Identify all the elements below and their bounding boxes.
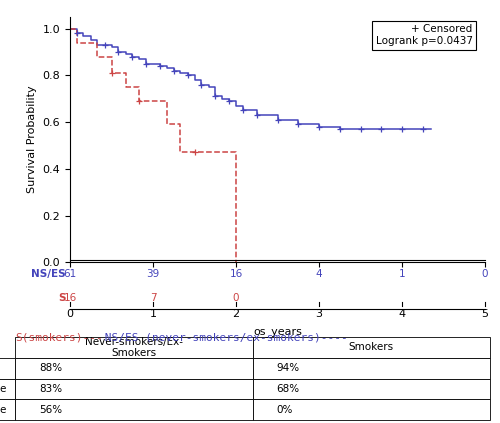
Point xyxy=(108,70,116,77)
Point xyxy=(72,30,80,37)
Text: 2: 2 xyxy=(232,309,239,319)
Text: 0: 0 xyxy=(233,293,239,303)
Y-axis label: Survival Probability: Survival Probability xyxy=(27,86,37,193)
Text: 61: 61 xyxy=(64,269,76,279)
Text: 1: 1 xyxy=(398,269,406,279)
Point xyxy=(197,81,205,88)
Point xyxy=(274,116,281,123)
Point xyxy=(135,98,143,104)
Text: 1: 1 xyxy=(150,309,156,319)
Text: 7: 7 xyxy=(150,293,156,303)
Text: 16: 16 xyxy=(230,269,242,279)
Point xyxy=(128,53,136,60)
Point xyxy=(156,63,164,69)
Text: NS/ES: NS/ES xyxy=(31,269,66,279)
Point xyxy=(101,41,109,48)
Point xyxy=(238,107,246,114)
Text: 0: 0 xyxy=(66,309,73,319)
Point xyxy=(315,124,323,130)
Text: NS/ES (never-smokers/ex-smokers)----: NS/ES (never-smokers/ex-smokers)---- xyxy=(98,332,347,342)
Point xyxy=(226,98,234,104)
Point xyxy=(114,49,122,55)
Point xyxy=(294,121,302,128)
Text: 4: 4 xyxy=(398,309,406,319)
Point xyxy=(336,126,344,132)
Text: S(smokers)---: S(smokers)--- xyxy=(15,332,103,342)
Text: S: S xyxy=(58,293,66,303)
Point xyxy=(419,126,427,132)
Text: os_years: os_years xyxy=(253,328,302,338)
Text: 39: 39 xyxy=(146,269,160,279)
Point xyxy=(170,67,178,74)
Point xyxy=(378,126,386,132)
Point xyxy=(190,149,198,156)
Point xyxy=(356,126,364,132)
Text: 16: 16 xyxy=(64,293,76,303)
Text: 5: 5 xyxy=(482,309,488,319)
Point xyxy=(211,93,219,100)
Text: 4: 4 xyxy=(316,269,322,279)
Point xyxy=(142,60,150,67)
Text: 3: 3 xyxy=(316,309,322,319)
Text: + Censored
Logrank p=0.0437: + Censored Logrank p=0.0437 xyxy=(376,24,472,46)
Point xyxy=(252,112,261,118)
Text: 0: 0 xyxy=(482,269,488,279)
Point xyxy=(398,126,406,132)
Point xyxy=(184,72,192,79)
